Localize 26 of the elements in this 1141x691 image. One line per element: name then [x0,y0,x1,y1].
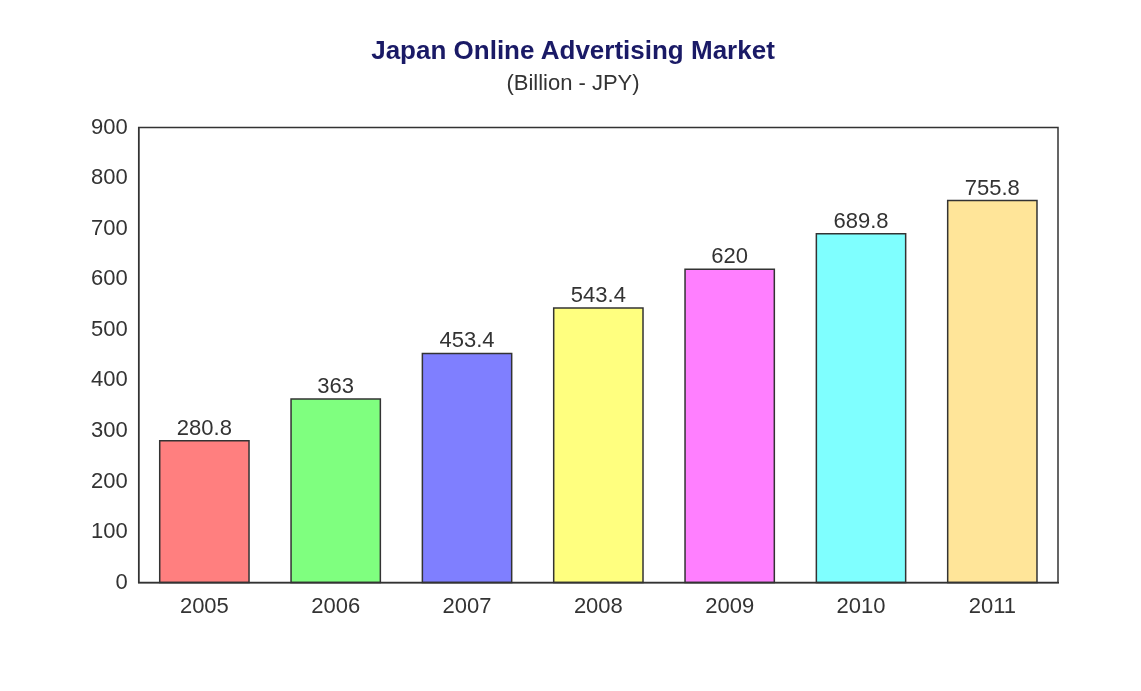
x-tick-label: 2008 [573,592,623,618]
x-tick-label: 2007 [442,592,492,618]
data-label: 363 [317,373,355,399]
chart-subtitle: (Billion - JPY) [506,70,640,96]
data-label: 453.4 [439,327,495,353]
y-tick-label: 500 [90,315,128,341]
y-tick-label: 200 [90,467,128,493]
y-tick-label: 300 [90,417,128,442]
chart-title: Japan Online Advertising Market [371,34,776,65]
y-tick-label: 700 [90,214,128,240]
x-tick-label: 2006 [311,592,361,618]
y-tick-label: 600 [90,265,128,291]
y-tick-label: 100 [90,518,128,544]
data-label: 755.8 [964,174,1020,200]
data-label: 620 [711,243,749,269]
data-label: 280.8 [176,414,232,440]
data-label: 689.8 [833,207,889,233]
y-tick-label: 800 [90,164,128,190]
y-tick-label: 400 [90,366,128,392]
y-tick-label: 900 [90,113,128,139]
x-tick-label: 2009 [705,592,755,618]
x-tick-label: 2011 [968,592,1016,618]
data-label: 543.4 [570,281,626,307]
x-tick-label: 2005 [179,592,229,618]
y-tick-label: 0 [115,568,128,594]
x-tick-label: 2010 [836,592,886,618]
